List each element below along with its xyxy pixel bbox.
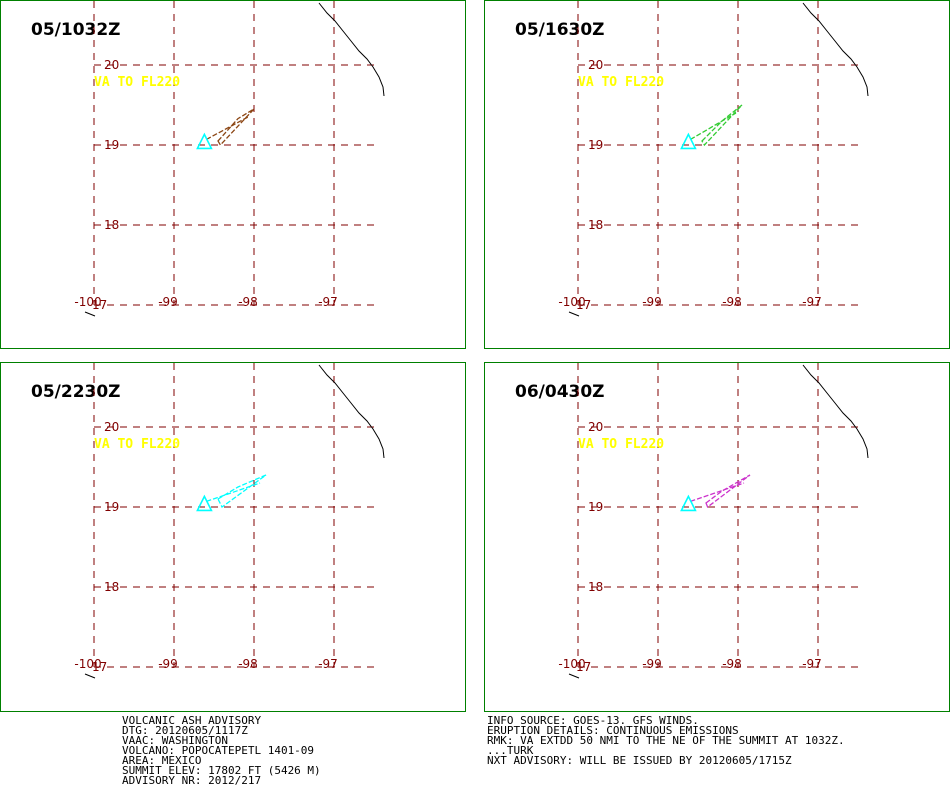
lon-label: -100 xyxy=(74,657,101,671)
lon-label: -99 xyxy=(642,295,662,309)
ash-plume-inner xyxy=(690,482,745,503)
map-panel-4: 06/0430Z 20 19 18 17 -100 -99 -98 -97 VA TO FL220 xyxy=(484,362,950,712)
ash-plume-inner xyxy=(690,112,737,140)
lon-label: -98 xyxy=(722,295,742,309)
ash-plume-inner xyxy=(206,482,261,503)
volcano-triangle-icon xyxy=(196,132,213,150)
lat-label: 17 xyxy=(92,298,107,312)
coastline xyxy=(318,364,385,459)
lon-label: -100 xyxy=(558,657,585,671)
coastline xyxy=(802,364,869,459)
lon-label: -98 xyxy=(722,657,742,671)
lon-label: -99 xyxy=(158,295,178,309)
panel-time-label: 05/2230Z xyxy=(31,382,121,402)
lat-label: 17 xyxy=(576,660,591,674)
volcano-triangle-icon xyxy=(196,494,213,512)
ash-plume xyxy=(701,104,743,147)
lat-label: 17 xyxy=(576,298,591,312)
lon-label: -98 xyxy=(238,295,258,309)
volcano-triangle-icon xyxy=(680,494,697,512)
va-level-label: VA TO FL220 xyxy=(578,75,664,90)
advisory-left-block: VOLCANIC ASH ADVISORY DTG: 20120605/1117Z… xyxy=(122,714,321,787)
lat-label: 18 xyxy=(104,218,119,232)
lon-label: -97 xyxy=(318,657,338,671)
map-svg: 05/2230Z 20 19 18 17-100 -99 -98 -97 VA TO FL220 xyxy=(31,363,385,679)
lat-label: 18 xyxy=(104,580,119,594)
va-level-label: VA TO FL220 xyxy=(94,75,180,90)
advisory-left-line: VOLCANIC ASH ADVISORY xyxy=(122,714,262,727)
lat-label: 20 xyxy=(588,420,603,434)
lat-label: 17 xyxy=(92,660,107,674)
lat-label: 20 xyxy=(104,420,119,434)
lon-label: -97 xyxy=(802,657,822,671)
panel-time-label: 06/0430Z xyxy=(515,382,605,402)
map-panel-3: 05/2230Z 20 19 18 17 -100 -99 -98 -97 VA TO FL220 xyxy=(0,362,466,712)
coastline xyxy=(318,2,385,97)
map-svg: 05/1032Z 20 19 18 17-100 -99 -98 -97 VA TO FL220 xyxy=(31,1,385,317)
coastline-fragment xyxy=(568,311,580,317)
lat-label: 18 xyxy=(588,580,603,594)
lat-label: 19 xyxy=(104,500,119,514)
ash-plume xyxy=(705,474,751,509)
advisory-left-line: VAAC: WASHINGTON xyxy=(122,734,228,747)
ash-plume xyxy=(217,474,267,508)
advisory-right-line: ERUPTION DETAILS: CONTINUOUS EMISSIONS xyxy=(487,724,739,737)
va-level-label: VA TO FL220 xyxy=(94,437,180,452)
advisory-left-line: AREA: MEXICO xyxy=(122,754,202,767)
advisory-left-line: ADVISORY NR: 2012/217 xyxy=(122,774,262,787)
advisory-right-line: RMK: VA EXTDD 50 NMI TO THE NE OF THE SU… xyxy=(487,734,845,747)
coastline-fragment xyxy=(84,311,96,317)
ash-plume-inner xyxy=(206,116,249,140)
map-panel-1: 05/1032Z 20 19 18 17 -100 -99 -98 -97 VA TO FL220 xyxy=(0,0,466,349)
lon-label: -99 xyxy=(642,657,662,671)
coastline-fragment xyxy=(568,673,580,679)
panel-time-label: 05/1032Z xyxy=(31,20,121,40)
advisory-right-line: INFO SOURCE: GOES-13. GFS WINDS. xyxy=(487,714,699,727)
coastline-fragment xyxy=(84,673,96,679)
advisory-right-line: ...TURK xyxy=(487,744,534,757)
advisory-right-block: INFO SOURCE: GOES-13. GFS WINDS. ERUPTION… xyxy=(487,714,845,767)
map-svg: 05/1630Z 20 19 18 17-100 -99 -98 -97 VA TO FL220 xyxy=(515,1,869,317)
lat-label: 20 xyxy=(104,58,119,72)
volcano-triangle-icon xyxy=(680,132,697,150)
lat-label: 20 xyxy=(588,58,603,72)
advisory-left-line: SUMMIT ELEV: 17802 FT (5426 M) xyxy=(122,764,321,777)
advisory-right-line: NXT ADVISORY: WILL BE ISSUED BY 20120605… xyxy=(487,754,792,767)
lon-label: -99 xyxy=(158,657,178,671)
lon-label: -100 xyxy=(558,295,585,309)
lon-label: -97 xyxy=(318,295,338,309)
ash-plume xyxy=(217,108,255,147)
map-svg: 06/0430Z 20 19 18 17-100 -99 -98 -97 VA TO FL220 xyxy=(515,363,869,679)
advisory-left-line: VOLCANO: POPOCATEPETL 1401-09 xyxy=(122,744,315,757)
lat-label: 18 xyxy=(588,218,603,232)
coastline xyxy=(802,2,869,97)
advisory-left-line: DTG: 20120605/1117Z xyxy=(122,724,248,737)
va-level-label: VA TO FL220 xyxy=(578,437,664,452)
lat-label: 19 xyxy=(588,138,603,152)
lat-label: 19 xyxy=(104,138,119,152)
panel-time-label: 05/1630Z xyxy=(515,20,605,40)
lon-label: -97 xyxy=(802,295,822,309)
lon-label: -100 xyxy=(74,295,101,309)
lon-label: -98 xyxy=(238,657,258,671)
lat-label: 19 xyxy=(588,500,603,514)
map-panel-2: 05/1630Z 20 19 18 17 -100 -99 -98 -97 VA TO FL220 xyxy=(484,0,950,349)
